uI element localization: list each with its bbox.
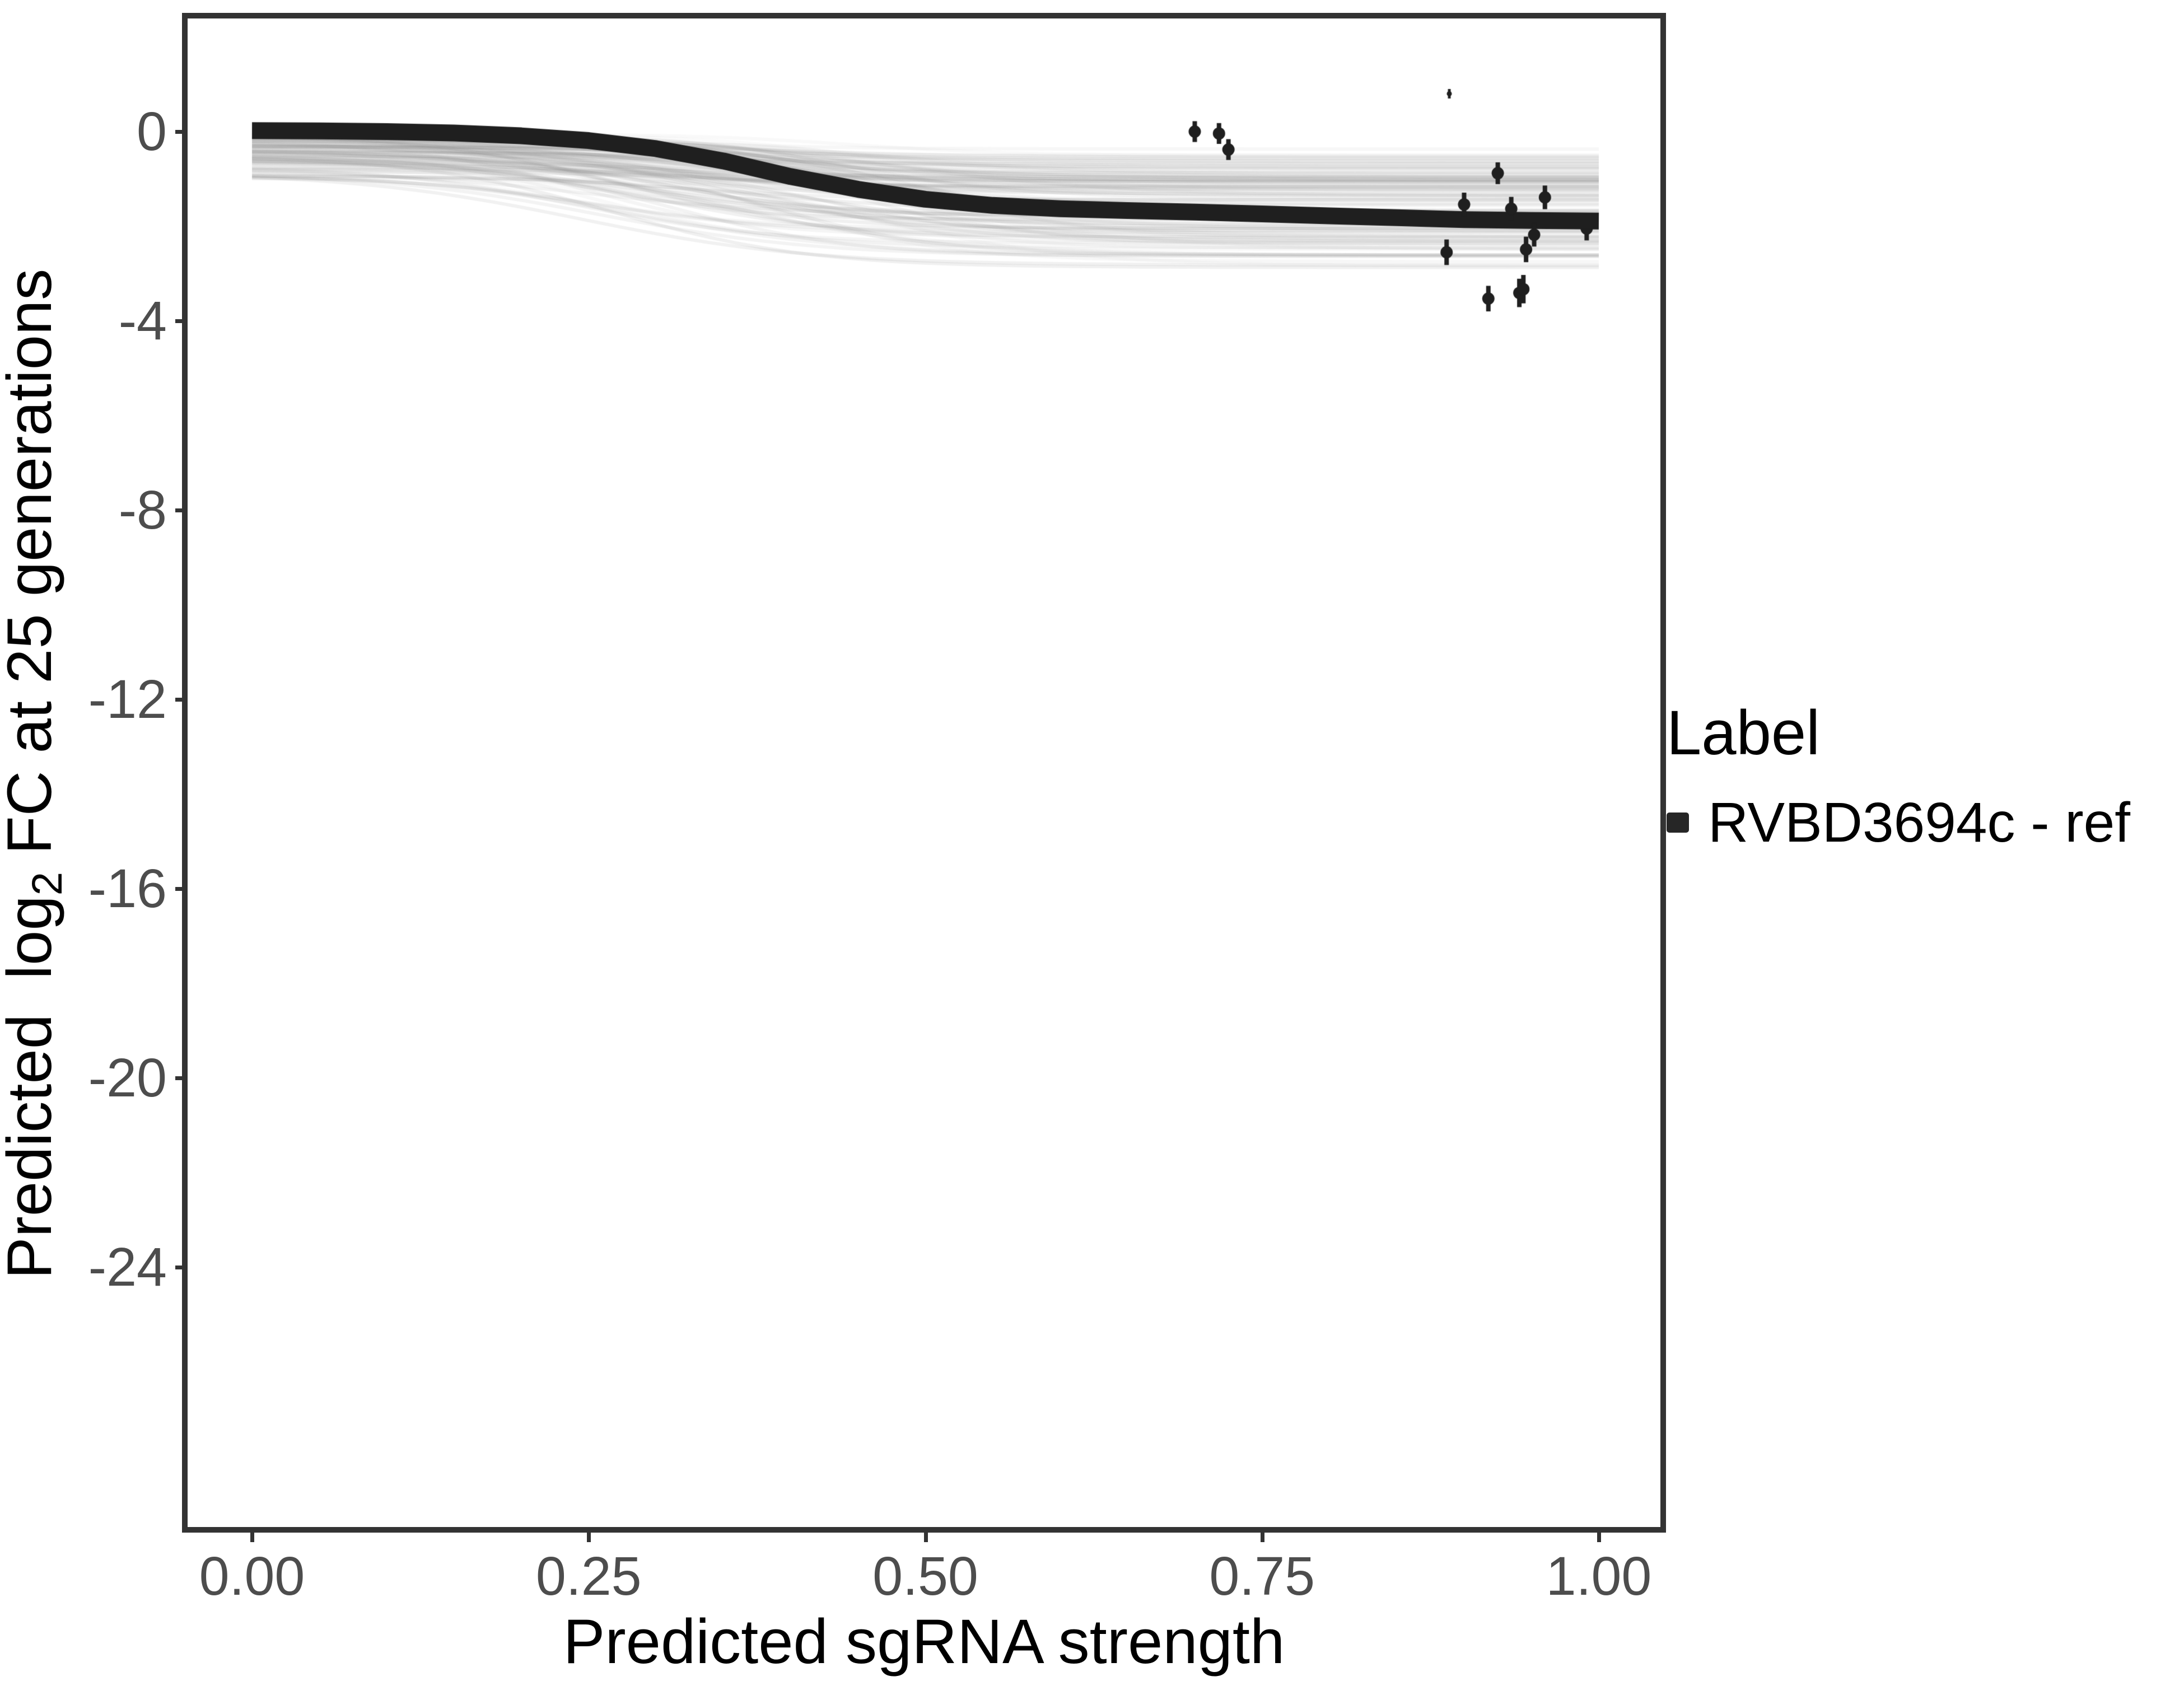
x-axis-title: Predicted sgRNA strength <box>563 1607 1285 1677</box>
legend: Label RVBD3694c - ref <box>1667 700 2130 853</box>
x-tick-mark <box>923 1533 928 1542</box>
y-tick-mark <box>175 1076 185 1080</box>
x-tick-mark <box>1260 1533 1264 1542</box>
x-tick-label: 0.00 <box>199 1545 305 1607</box>
legend-title: Label <box>1667 698 1821 768</box>
legend-entry-label: RVBD3694c - ref <box>1708 791 2131 854</box>
y-tick-label: -12 <box>88 669 167 730</box>
x-tick-label: 0.25 <box>535 1545 642 1607</box>
y-axis-title-pre: Predicted log <box>0 895 64 1280</box>
y-axis-title-post: FC at 25 generations <box>0 268 64 872</box>
x-tick-label: 0.50 <box>872 1545 978 1607</box>
y-tick-mark <box>175 1266 185 1269</box>
x-tick-label: 0.75 <box>1209 1545 1315 1607</box>
x-tick-label: 1.00 <box>1546 1545 1652 1607</box>
y-tick-label: -8 <box>118 479 167 540</box>
y-tick-mark <box>175 698 185 702</box>
legend-key-line-swatch <box>1667 813 1689 833</box>
y-axis-title-subscript: 2 <box>24 871 72 896</box>
y-tick-label: 0 <box>137 101 167 162</box>
y-tick-label: -4 <box>118 290 167 351</box>
y-tick-label: -20 <box>88 1047 167 1108</box>
panel-border <box>182 13 1666 1533</box>
legend-entry: RVBD3694c - ref <box>1667 792 2130 853</box>
y-tick-mark <box>175 319 185 323</box>
y-tick-mark <box>175 508 185 512</box>
y-tick-label: -16 <box>88 858 167 919</box>
y-axis-title: Predicted log2 FC at 25 generations <box>0 269 72 1279</box>
x-tick-mark <box>250 1533 254 1542</box>
x-tick-mark <box>587 1533 591 1542</box>
y-tick-mark <box>175 130 185 134</box>
y-tick-label: -24 <box>88 1236 167 1297</box>
x-tick-mark <box>1597 1533 1601 1542</box>
y-tick-mark <box>175 887 185 891</box>
